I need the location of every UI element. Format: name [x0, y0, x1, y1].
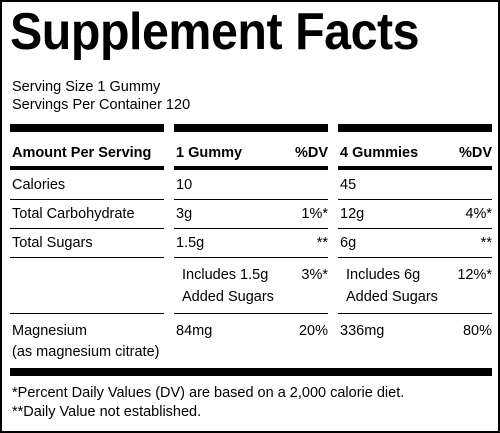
row-added-v2b: Added Sugars: [346, 289, 438, 305]
row-added-v1: Includes 1.5g: [182, 267, 269, 283]
thick-bar-col0: [10, 124, 164, 132]
row-magnesium-dv2: 80%: [462, 323, 492, 339]
row-sugars-name: Total Sugars: [12, 235, 93, 251]
servings-per-container: Servings Per Container 120: [12, 97, 191, 113]
row-sugars-v1: 1.5g: [176, 235, 205, 251]
col1-header: 1 Gummy: [176, 145, 243, 161]
row-carb-name: Total Carbohydrate: [12, 206, 135, 222]
col2-header: 4 Gummies: [340, 145, 419, 161]
col2-dv-header: %DV: [458, 145, 492, 161]
row-sugars-dv1: **: [316, 235, 328, 251]
row-carb-dv1: 1%*: [301, 206, 328, 222]
panel-title: Supplement Facts: [10, 3, 420, 61]
row-added-v2: Includes 6g: [346, 267, 421, 283]
row-carb-v2: 12g: [340, 206, 365, 222]
row-magnesium-v1: 84mg: [176, 323, 213, 339]
row-sugars-dv2: **: [480, 235, 492, 251]
col1-dv-header: %DV: [294, 145, 328, 161]
thick-bar-col2: [338, 124, 492, 132]
row-calories-v1: 10: [176, 177, 193, 193]
row-carb-dv2: 4%*: [465, 206, 492, 222]
header-bar-col2: [338, 166, 492, 170]
thick-bar-col1: [174, 124, 328, 132]
bottom-thick-bar: [10, 368, 492, 376]
header-bar-col1: [174, 166, 328, 170]
row-magnesium-v2: 336mg: [340, 323, 385, 339]
row-sugars-v2: 6g: [340, 235, 357, 251]
row-magnesium-name2: (as magnesium citrate): [12, 344, 160, 360]
row-magnesium-dv1: 20%: [298, 323, 328, 339]
footnote-dv: *Percent Daily Values (DV) are based on …: [12, 385, 405, 401]
row-magnesium-name: Magnesium: [12, 323, 87, 339]
footnote-not-established: **Daily Value not established.: [12, 404, 202, 420]
amount-per-serving-header: Amount Per Serving: [12, 145, 152, 161]
row-added-v1b: Added Sugars: [182, 289, 274, 305]
row-calories-name: Calories: [12, 177, 66, 193]
header-bar-col0: [10, 166, 164, 170]
serving-size: Serving Size 1 Gummy: [12, 79, 161, 95]
row-added-dv2: 12%*: [457, 267, 492, 283]
row-carb-v1: 3g: [176, 206, 193, 222]
row-calories-v2: 45: [340, 177, 357, 193]
row-added-dv1: 3%*: [301, 267, 328, 283]
